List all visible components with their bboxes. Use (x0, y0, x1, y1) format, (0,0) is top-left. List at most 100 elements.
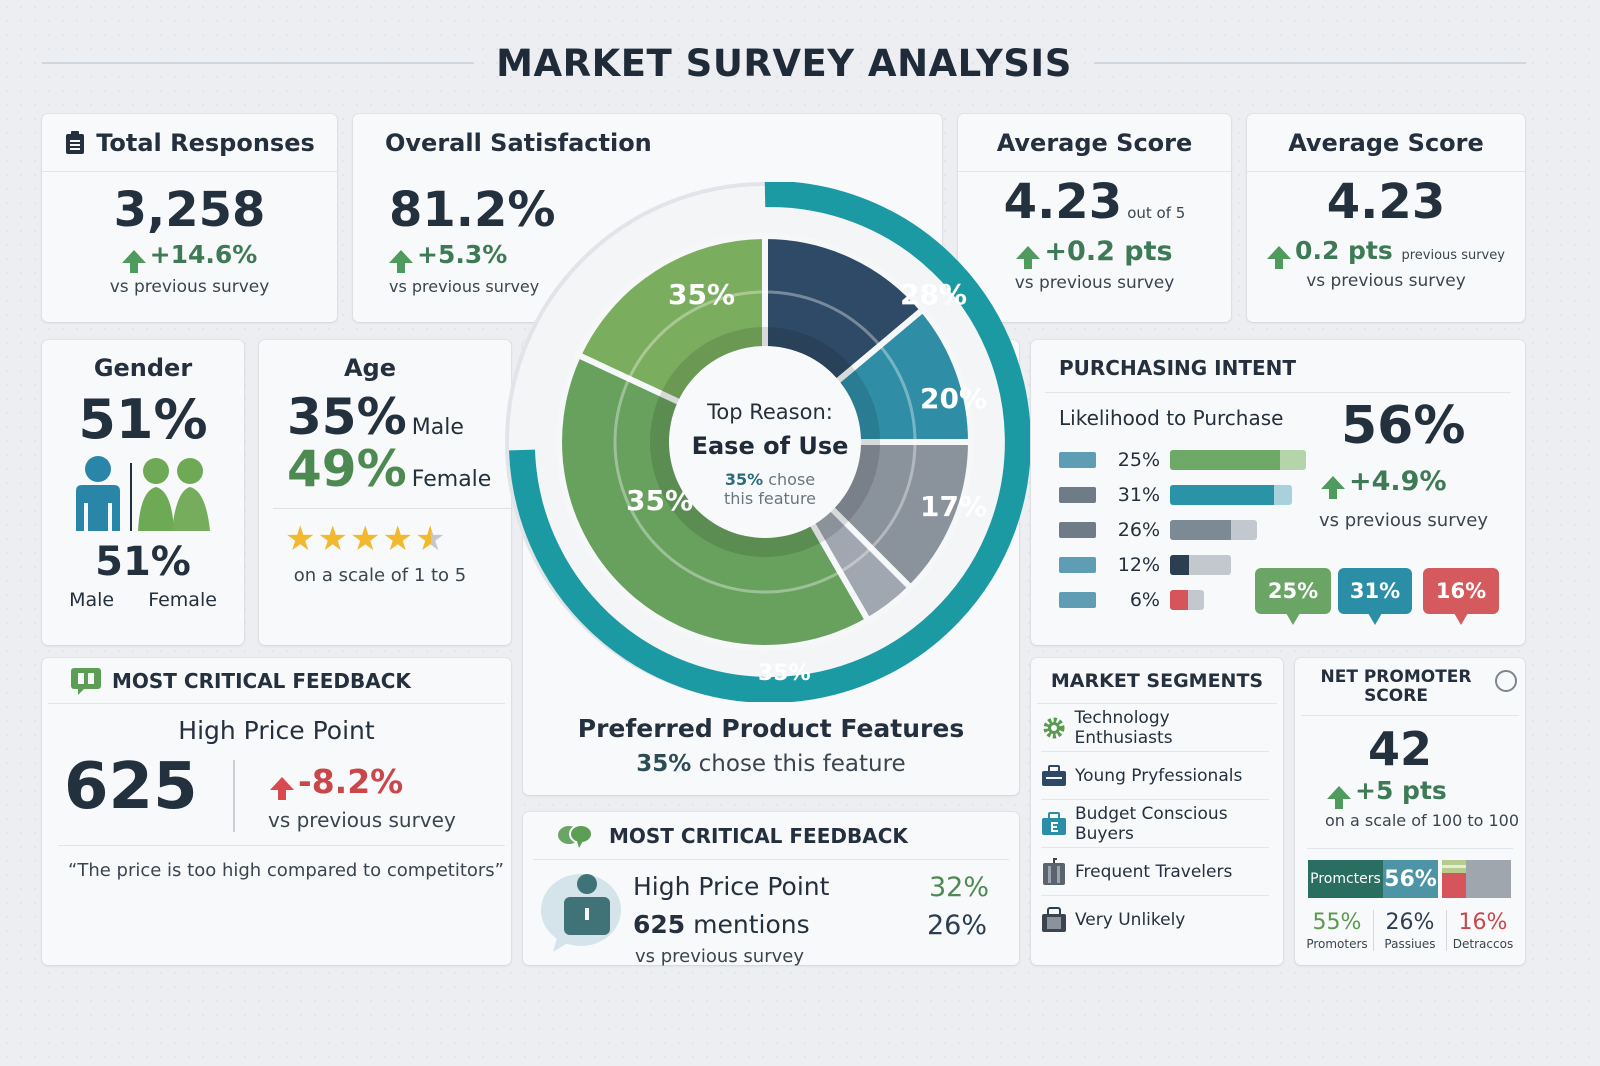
kpi-suffix: out of 5 (1127, 204, 1186, 222)
gear-icon (1041, 717, 1066, 739)
critical-feedback-card: MOST CRITICAL FEEDBACK High Price Point … (42, 658, 511, 965)
intent-row: 31% (1059, 484, 1292, 506)
segment-item[interactable]: Technology Enthusiasts (1041, 704, 1269, 752)
card-title: NET PROMOTER SCORE (1320, 667, 1472, 706)
card-header: NET PROMOTER SCORE (1301, 658, 1519, 716)
people-icon (76, 456, 210, 531)
wallet-icon (1041, 811, 1067, 835)
star-icon: ★ (349, 519, 383, 559)
intent-subtitle: Likelihood to Purchase (1059, 406, 1284, 430)
row-swatch (1059, 522, 1096, 538)
bubble-badge: 16% (1423, 568, 1499, 625)
age-female-row: 49% Female (287, 440, 492, 498)
title-divider-right (1093, 62, 1526, 64)
kpi-change: +14.6% (42, 240, 337, 273)
divider (233, 760, 235, 832)
row-swatch (1059, 557, 1096, 573)
intent-note: vs previous survey (1319, 510, 1488, 531)
arrow-up-icon (1321, 476, 1345, 499)
segment-item[interactable]: Frequent Travelers (1041, 848, 1269, 896)
slice-label: 28% (900, 278, 967, 311)
average-score-card: Average Score 4.23 out of 5 +0.2 pts vs … (958, 114, 1231, 322)
intent-headline: 56% (1341, 396, 1466, 456)
nps-note: on a scale of 100 to 100 (1325, 811, 1520, 830)
promoters-segment: Promcters (1308, 860, 1383, 898)
kpi-value: 3,258 (113, 182, 266, 238)
preferred-features-donut-chart: 28% 20% 17% 35% 35% 35% Top Reason: Ease… (500, 180, 1031, 703)
title-divider-left (42, 62, 475, 64)
purchasing-intent-card: PURCHASING INTENT Likelihood to Purchase… (1031, 340, 1525, 645)
intent-row: 12% (1059, 554, 1231, 576)
divider (1307, 848, 1513, 849)
breakdown-item: 16% Detraccos (1452, 910, 1514, 951)
half-star-icon: ★ (414, 519, 448, 559)
kpi-note: vs previous survey (1306, 271, 1466, 291)
feedback-quote: “The price is too high compared to compe… (68, 860, 505, 881)
card-title: Gender (93, 354, 193, 382)
clipboard-icon (66, 130, 85, 154)
feedback-pct-1: 32% (928, 872, 989, 903)
slice-label: 20% (920, 382, 987, 415)
card-header: Total Responses (42, 114, 337, 172)
chat-bubbles-icon (558, 823, 593, 848)
card-header: MARKET SEGMENTS (1037, 658, 1277, 704)
kpi-value: 4.23 (1003, 174, 1123, 230)
page-title: MARKET SURVEY ANALYSIS (496, 41, 1072, 85)
feedback-pct-2: 26% (926, 910, 987, 941)
kpi-value: 81.2% (389, 182, 556, 238)
male-label: Male (69, 589, 115, 611)
card-header: Average Score (958, 114, 1231, 172)
user-alert-icon (541, 874, 621, 952)
gender-bottom-value: 51% (95, 539, 191, 585)
critical-feedback-card-2: MOST CRITICAL FEEDBACK High Price Point … (523, 812, 1019, 967)
segment-item[interactable]: Very Unlikely (1041, 896, 1269, 944)
feedback-count: 625 (64, 750, 198, 824)
nps-change: +5 pts (1295, 776, 1525, 809)
info-circle-icon[interactable] (1495, 670, 1517, 692)
page-header: MARKET SURVEY ANALYSIS (42, 38, 1526, 88)
female-label: Female (148, 589, 217, 611)
mixed-segment (1442, 860, 1466, 898)
outer-ring-label: 35% (758, 661, 811, 686)
kpi-note: vs previous survey (1014, 273, 1175, 293)
arrow-up-icon (1016, 246, 1041, 269)
market-segments-card: MARKET SEGMENTS Technology Enthusiasts Y… (1031, 658, 1283, 965)
bag-icon (1041, 907, 1067, 932)
feedback-note: vs previous survey (268, 808, 456, 832)
total-responses-card: Total Responses 3,258 +14.6% vs previous… (42, 114, 337, 322)
detractors-segment (1466, 860, 1511, 898)
arrow-up-icon (1327, 785, 1351, 809)
row-swatch (1059, 487, 1096, 503)
gender-card: Gender 51% 51% Male Female (42, 340, 244, 645)
net-promoter-score-card: NET PROMOTER SCORE 42 +5 pts on a scale … (1295, 658, 1525, 965)
slice-label: 17% (920, 490, 987, 523)
intent-row: 25% (1059, 449, 1306, 471)
card-header: MOST CRITICAL FEEDBACK (533, 812, 1009, 860)
divider (273, 508, 511, 509)
gender-top-value: 51% (78, 388, 208, 451)
slice-label: 35% (626, 484, 693, 517)
intent-row: 6% (1059, 589, 1204, 611)
outer-ring-arc (509, 180, 1031, 703)
star-icon: ★ (285, 519, 318, 559)
card-title: PURCHASING INTENT (1059, 356, 1297, 380)
age-card: Age 35% Male 49% Female ★★★★★ on a scale… (259, 340, 511, 645)
bubble-badge: 31% (1338, 568, 1412, 625)
card-title: Age (343, 354, 397, 382)
kpi-note: vs previous survey (109, 277, 270, 297)
promoters-pct-segment: 56% (1383, 860, 1438, 898)
card-title: MARKET SEGMENTS (1050, 669, 1264, 692)
breakdown-item: 26% Passiues (1384, 910, 1436, 951)
average-score-card-2: Average Score 4.23 0.2 pts previous surv… (1247, 114, 1525, 322)
gender-legend: Male Female (42, 589, 244, 611)
card-title: MOST CRITICAL FEEDBACK (112, 668, 411, 693)
card-title: Average Score (996, 128, 1193, 157)
arrow-up-icon (270, 777, 294, 800)
nps-breakdown: 55% Promoters 26% Passiues 16% Detraccos (1301, 910, 1519, 951)
segment-item[interactable]: Budget Conscious Buyers (1041, 800, 1269, 848)
intent-row: 26% (1059, 519, 1257, 541)
segment-item[interactable]: Young Pryfessionals (1041, 752, 1269, 800)
star-icon: ★ (317, 519, 350, 559)
arrow-up-icon (121, 249, 146, 273)
age-male-row: 35% Male (287, 388, 464, 446)
